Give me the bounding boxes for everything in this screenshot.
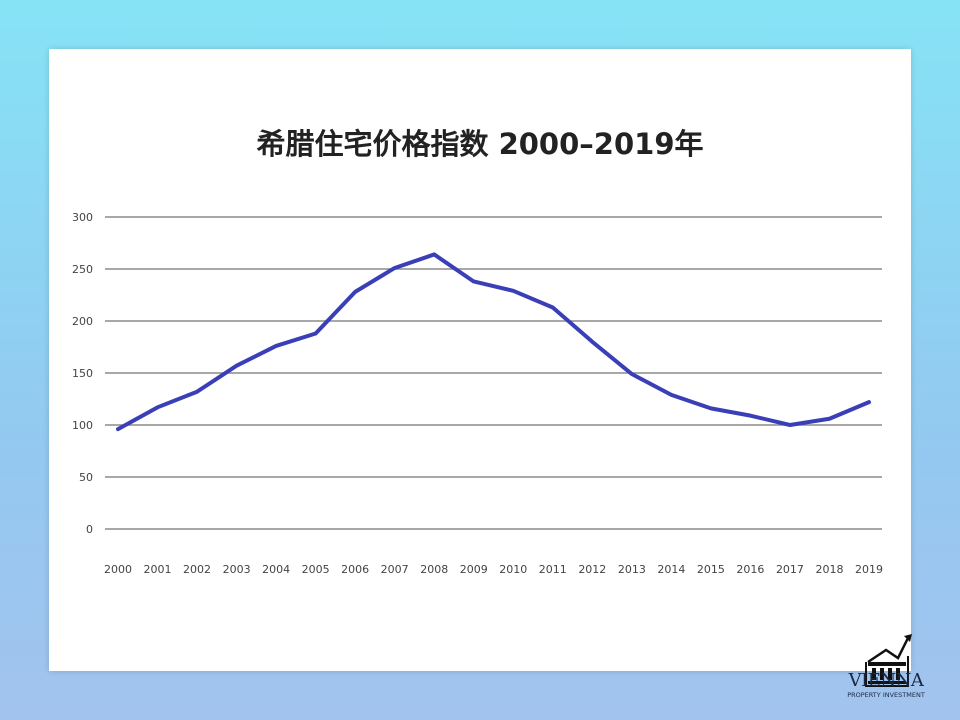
- y-tick-label: 150: [72, 367, 93, 380]
- data-point: [512, 290, 514, 292]
- data-point: [354, 291, 356, 293]
- x-tick-label: 2010: [499, 563, 527, 576]
- series-line: [116, 252, 871, 432]
- y-tick-label: 250: [72, 263, 93, 276]
- x-tick-label: 2017: [776, 563, 804, 576]
- x-tick-label: 2005: [302, 563, 330, 576]
- x-tick-label: 2000: [104, 563, 132, 576]
- data-point: [196, 391, 198, 393]
- data-point: [670, 394, 672, 396]
- data-point: [631, 373, 633, 375]
- x-tick-label: 2018: [815, 563, 843, 576]
- y-tick-label: 200: [72, 315, 93, 328]
- data-point: [749, 415, 751, 417]
- data-point: [473, 280, 475, 282]
- data-point: [433, 253, 435, 255]
- x-tick-label: 2006: [341, 563, 369, 576]
- y-tick-label: 100: [72, 419, 93, 432]
- x-tick-label: 2004: [262, 563, 290, 576]
- data-point: [710, 407, 712, 409]
- y-tick-label: 50: [79, 471, 93, 484]
- x-tick-label: 2001: [144, 563, 172, 576]
- data-point: [117, 428, 119, 430]
- y-tick-label: 300: [72, 211, 93, 224]
- data-point: [315, 332, 317, 334]
- data-point: [868, 401, 870, 403]
- x-tick-label: 2007: [381, 563, 409, 576]
- chart-title: 希腊住宅价格指数 2000–2019年: [256, 127, 704, 161]
- y-tick-label: 0: [86, 523, 93, 536]
- x-tick-label: 2019: [855, 563, 883, 576]
- data-point: [394, 267, 396, 269]
- x-tick-label: 2012: [578, 563, 606, 576]
- x-tick-label: 2008: [420, 563, 448, 576]
- data-point: [552, 306, 554, 308]
- building-chart-logo-icon: [865, 634, 912, 687]
- x-tick-label: 2003: [223, 563, 251, 576]
- data-point: [789, 424, 791, 426]
- data-point: [828, 418, 830, 420]
- x-tick-label: 2016: [736, 563, 764, 576]
- x-tick-label: 2013: [618, 563, 646, 576]
- x-tick-label: 2014: [657, 563, 685, 576]
- x-tick-label: 2009: [460, 563, 488, 576]
- data-point: [591, 341, 593, 343]
- x-tick-label: 2011: [539, 563, 567, 576]
- logo-subtitle: PROPERTY INVESTMENT: [847, 691, 925, 699]
- chart-card: [49, 49, 911, 671]
- logo-name: VIENNA: [848, 670, 924, 691]
- data-point: [275, 345, 277, 347]
- x-tick-label: 2015: [697, 563, 725, 576]
- x-tick-label: 2002: [183, 563, 211, 576]
- data-point: [157, 406, 159, 408]
- data-point: [236, 365, 238, 367]
